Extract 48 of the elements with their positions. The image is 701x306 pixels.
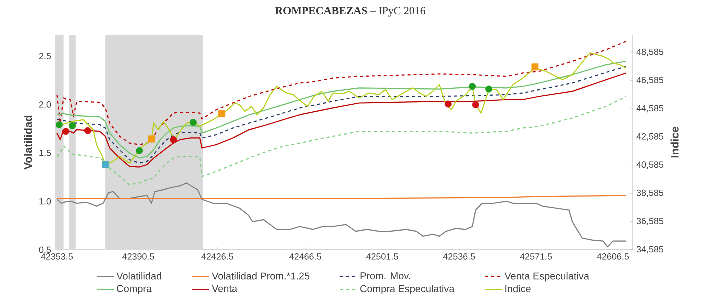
- point: [218, 110, 226, 118]
- y-tick-label: 1.0: [40, 198, 52, 205]
- point: [444, 100, 452, 108]
- x-tick-label: 42466.5: [290, 254, 322, 260]
- point: [532, 64, 539, 71]
- legend-label: Volatilidad Prom.*1.25: [212, 272, 310, 280]
- y2-tick-label: 36,585: [636, 218, 664, 226]
- y-tick-label: 1.5: [40, 150, 52, 156]
- y2-tick-label: 48,585: [636, 48, 664, 56]
- x-tick-label: 42606.5: [597, 254, 630, 260]
- x-tick-label: 42571.5: [520, 254, 552, 260]
- point: [56, 121, 63, 128]
- point: [190, 119, 197, 126]
- legend-label: Indice: [506, 285, 531, 292]
- point: [136, 147, 144, 154]
- y2-tick-label: 34,585: [636, 246, 664, 254]
- y-tick-label: 2.5: [39, 53, 52, 60]
- x-tick-label: 42501.5: [366, 254, 398, 260]
- x-tick-label: 42390.5: [122, 254, 154, 260]
- y2-tick-label: 42,585: [636, 133, 664, 141]
- y-axis-title: Volatilidad: [24, 116, 32, 170]
- x-tick-label: 42353.5: [41, 254, 74, 260]
- legend-label: Compra Especulativa: [360, 285, 455, 294]
- y2-tick-label: 38,585: [636, 190, 664, 198]
- y2-tick-label: 46,585: [636, 77, 664, 84]
- point: [69, 122, 76, 130]
- legend-label: Venta Especulativa: [504, 272, 590, 282]
- x-tick-label: 42536.5: [443, 254, 476, 260]
- point: [486, 86, 493, 93]
- legend-label: Prom. Mov.: [360, 272, 410, 280]
- y-tick-label: 0.5: [39, 246, 52, 254]
- x-tick-label: 42426.5: [202, 254, 234, 260]
- point: [84, 127, 92, 134]
- point: [148, 136, 156, 143]
- point: [469, 83, 476, 90]
- legend-label: Compra: [117, 285, 152, 294]
- point: [472, 101, 480, 108]
- legend-label: Venta: [212, 285, 238, 292]
- line-series: [56, 96, 627, 186]
- y2-tick-label: 44,585: [636, 105, 664, 113]
- y2-tick-label: 40,585: [636, 162, 664, 170]
- point: [102, 161, 110, 168]
- legend-label: Volatilidad: [116, 272, 162, 280]
- y2-axis-title: Indice: [670, 127, 679, 158]
- chart-title: ROMPECABEZAS – IPyC 2016: [275, 7, 426, 17]
- point: [170, 136, 178, 144]
- y-tick-label: 2.0: [39, 102, 52, 108]
- point: [62, 128, 70, 136]
